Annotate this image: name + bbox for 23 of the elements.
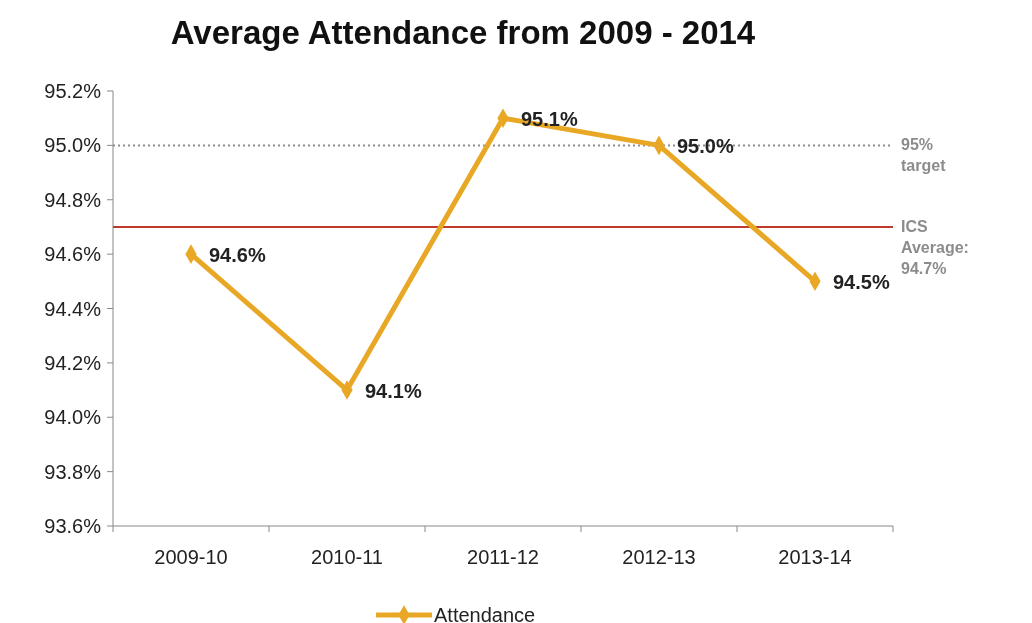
data-label: 94.6% — [209, 244, 266, 267]
y-tick-label: 94.6% — [44, 243, 102, 266]
x-tick-label: 2012-13 — [622, 546, 696, 568]
chart-title: Average Attendance from 2009 - 2014 — [170, 14, 756, 51]
y-tick-label: 95.0% — [44, 134, 102, 157]
y-tick-label: 93.6% — [44, 515, 102, 537]
y-tick-label: 95.2% — [44, 80, 102, 102]
y-tick-label: 94.8% — [44, 188, 102, 211]
data-label: 95.1% — [521, 108, 578, 131]
y-tick-label: 94.0% — [44, 406, 102, 429]
y-tick-label: 94.2% — [44, 351, 102, 374]
y-tick-label: 93.8% — [44, 460, 102, 483]
legend-label: Attendance — [434, 604, 536, 623]
ref-line-label: 95% target — [901, 136, 947, 175]
data-label: 95.0% — [677, 135, 734, 158]
x-tick-label: 2013-14 — [778, 546, 852, 568]
x-tick-label: 2010-11 — [311, 546, 383, 568]
ref-line-label: ICS Average: 94.7% — [901, 217, 969, 277]
x-tick-label: 2011-12 — [467, 546, 539, 568]
y-tick-label: 94.4% — [44, 297, 102, 320]
data-label: 94.1% — [365, 380, 422, 403]
x-tick-label: 2009-10 — [154, 546, 228, 568]
data-label: 94.5% — [833, 271, 890, 294]
